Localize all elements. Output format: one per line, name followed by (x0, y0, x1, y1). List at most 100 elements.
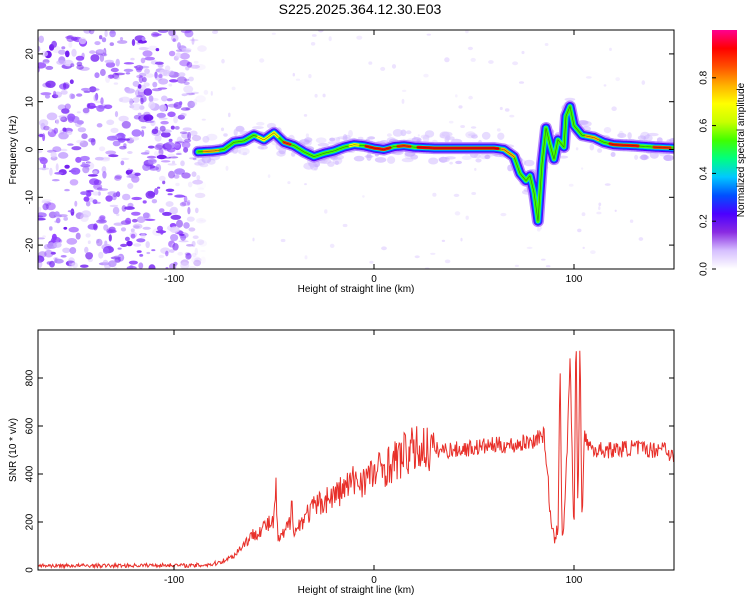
ridge-halo (618, 130, 624, 138)
noise-blob (159, 104, 167, 112)
spectrogram-y-tick-label: 10 (25, 96, 36, 108)
noise-speck (414, 255, 420, 259)
noise-blob (173, 170, 183, 175)
ridge-halo (564, 97, 576, 102)
noise-blob (133, 65, 138, 69)
noise-blob (112, 206, 120, 215)
noise-speck (237, 149, 241, 154)
noise-blob (122, 193, 131, 201)
noise-blob (114, 175, 122, 181)
noise-blob (41, 50, 49, 57)
noise-blob (196, 175, 201, 181)
noise-blob (67, 113, 76, 121)
noise-blob (58, 132, 69, 140)
noise-speck (356, 35, 363, 40)
noise-blob (58, 152, 69, 159)
noise-blob (142, 50, 153, 57)
colorbar-ticks: 0.0 0.2 0.4 0.6 0.8 (699, 70, 716, 276)
colorbar-tick-label: 0.4 (699, 166, 710, 180)
noise-blob (134, 89, 140, 97)
noise-blob (74, 120, 82, 128)
ridge-halo (637, 135, 647, 141)
noise-blob (186, 216, 195, 222)
noise-blob (44, 249, 54, 258)
noise-blob (45, 80, 56, 89)
noise-blob (94, 41, 101, 46)
noise-blob (113, 222, 124, 226)
noise-blob (38, 255, 45, 263)
snr-y-tick-label: 0 (25, 567, 36, 573)
noise-blob (134, 172, 141, 176)
noise-blob (82, 107, 90, 114)
noise-speck (225, 165, 229, 171)
noise-speck (545, 265, 551, 268)
noise-blob (191, 37, 195, 45)
ridge-centerline (197, 105, 674, 222)
noise-blob (41, 168, 47, 171)
noise-speck (521, 50, 525, 55)
noise-speck (423, 73, 429, 78)
noise-blob (93, 94, 97, 102)
noise-blob (131, 211, 141, 216)
noise-blob (121, 121, 131, 129)
noise-blob (96, 238, 100, 244)
noise-blob (180, 262, 190, 269)
noise-speck (287, 181, 291, 185)
noise-blob (125, 217, 132, 224)
noise-speck (357, 136, 364, 140)
ridge-halo (428, 157, 439, 165)
noise-blob (174, 168, 186, 175)
noise-speck (305, 133, 309, 138)
noise-blob (53, 241, 62, 248)
noise-speck (259, 58, 265, 63)
noise-blob (130, 228, 135, 233)
spectrogram-y-tick-label: -20 (25, 237, 36, 252)
snr-y-ticks: 0 200 400 600 800 (25, 369, 674, 573)
noise-blob (38, 149, 43, 154)
colorbar: 0.0 0.2 0.4 0.6 0.8 Normalized spectral ampl… (699, 30, 747, 276)
noise-blob (101, 37, 107, 43)
ridge-halo (663, 155, 672, 161)
snr-y-tick-label: 800 (25, 369, 36, 386)
snr-x-axis-label: Height of straight line (km) (298, 585, 415, 596)
noise-blob (143, 88, 153, 96)
noise-blob (66, 35, 75, 42)
noise-blob (192, 179, 204, 185)
noise-speck (615, 77, 620, 82)
noise-blob (140, 152, 150, 155)
noise-blob (115, 138, 126, 141)
noise-speck (465, 215, 469, 220)
noise-blob (173, 175, 178, 178)
noise-blob (159, 125, 166, 132)
noise-blob (170, 234, 179, 242)
noise-blob (80, 264, 89, 268)
noise-blob (168, 170, 175, 179)
noise-blob (191, 240, 196, 248)
noise-blob (74, 200, 78, 207)
noise-speck (252, 237, 255, 242)
noise-blob (131, 136, 140, 141)
noise-blob (182, 127, 192, 131)
noise-blob (87, 240, 91, 244)
noise-blob (123, 62, 135, 65)
noise-blob (198, 219, 204, 222)
noise-blob (99, 215, 106, 220)
noise-blob (67, 143, 74, 146)
noise-blob (43, 243, 53, 250)
noise-blob (61, 46, 66, 50)
noise-blob (105, 61, 116, 68)
noise-blob (89, 88, 100, 91)
ridge-halo (315, 137, 327, 144)
noise-blob (152, 81, 158, 88)
noise-speck (585, 76, 592, 79)
noise-blob (136, 216, 146, 224)
noise-blob (121, 205, 127, 212)
colorbar-tick-label: 0.0 (699, 262, 710, 276)
noise-blob (43, 125, 50, 131)
noise-blob (179, 202, 187, 207)
noise-blob (143, 82, 150, 87)
noise-speck (455, 94, 458, 98)
ridge-halo (291, 151, 296, 157)
noise-blob (129, 264, 134, 269)
noise-blob (124, 138, 130, 141)
